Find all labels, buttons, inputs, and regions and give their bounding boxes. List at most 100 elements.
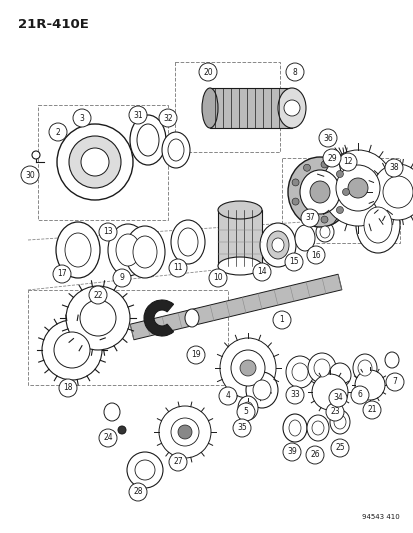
Circle shape (199, 63, 216, 81)
Circle shape (73, 109, 91, 127)
Circle shape (305, 446, 323, 464)
Circle shape (99, 429, 117, 447)
Ellipse shape (384, 352, 398, 368)
Ellipse shape (315, 222, 333, 242)
Ellipse shape (32, 151, 40, 159)
Ellipse shape (178, 425, 192, 439)
Circle shape (218, 387, 236, 405)
Ellipse shape (382, 176, 412, 208)
Circle shape (282, 443, 300, 461)
Circle shape (350, 386, 368, 404)
Ellipse shape (230, 350, 264, 386)
Text: 4: 4 (225, 392, 230, 400)
Text: 30: 30 (25, 171, 35, 180)
Ellipse shape (311, 421, 323, 435)
Text: 10: 10 (213, 273, 222, 282)
Ellipse shape (299, 170, 339, 214)
Ellipse shape (54, 332, 90, 368)
Ellipse shape (171, 418, 199, 446)
Text: 21: 21 (366, 406, 376, 415)
Ellipse shape (127, 452, 163, 488)
Ellipse shape (116, 234, 140, 266)
Circle shape (318, 129, 336, 147)
Text: 15: 15 (289, 257, 298, 266)
Text: 35: 35 (237, 424, 246, 432)
Text: 24: 24 (103, 433, 112, 442)
Text: 12: 12 (342, 157, 352, 166)
Circle shape (99, 223, 117, 241)
Text: 32: 32 (163, 114, 172, 123)
Ellipse shape (266, 231, 288, 259)
Text: 14: 14 (256, 268, 266, 277)
Ellipse shape (81, 148, 109, 176)
Bar (218, 210, 261, 266)
Ellipse shape (104, 403, 120, 421)
Ellipse shape (178, 228, 197, 256)
Ellipse shape (185, 309, 199, 327)
Ellipse shape (240, 360, 255, 376)
Text: 18: 18 (63, 384, 73, 392)
Text: 1: 1 (279, 316, 284, 325)
Ellipse shape (137, 124, 159, 156)
Ellipse shape (309, 181, 329, 203)
Ellipse shape (118, 426, 126, 434)
Text: 38: 38 (388, 164, 398, 173)
Text: 39: 39 (287, 448, 296, 456)
Circle shape (284, 253, 302, 271)
Circle shape (233, 419, 250, 437)
Ellipse shape (311, 374, 347, 410)
Ellipse shape (80, 300, 116, 336)
Circle shape (303, 164, 310, 171)
Circle shape (236, 403, 254, 421)
Circle shape (272, 311, 290, 329)
Bar (209, 88, 291, 128)
Ellipse shape (294, 225, 314, 251)
Ellipse shape (285, 356, 313, 388)
Circle shape (362, 401, 380, 419)
Ellipse shape (355, 197, 399, 253)
Ellipse shape (313, 359, 329, 377)
Text: 6: 6 (357, 391, 361, 400)
Text: 26: 26 (309, 450, 319, 459)
Circle shape (320, 161, 327, 168)
Text: 27: 27 (173, 457, 183, 466)
Circle shape (187, 346, 204, 364)
Ellipse shape (277, 88, 305, 128)
Ellipse shape (168, 139, 183, 161)
Ellipse shape (252, 380, 271, 400)
Text: 25: 25 (335, 443, 344, 453)
Ellipse shape (125, 226, 165, 278)
Text: 13: 13 (103, 228, 112, 237)
Text: 33: 33 (290, 391, 299, 400)
Ellipse shape (328, 363, 350, 387)
Circle shape (291, 198, 298, 205)
Text: 5: 5 (243, 408, 248, 416)
Circle shape (338, 153, 356, 171)
Ellipse shape (130, 115, 166, 165)
Circle shape (169, 259, 187, 277)
Circle shape (330, 439, 348, 457)
Ellipse shape (69, 136, 121, 188)
Ellipse shape (57, 124, 133, 200)
Ellipse shape (333, 415, 345, 429)
Ellipse shape (135, 460, 154, 480)
Ellipse shape (357, 360, 371, 376)
Circle shape (129, 106, 147, 124)
Text: 37: 37 (304, 214, 314, 222)
Ellipse shape (287, 157, 351, 227)
Circle shape (49, 123, 67, 141)
Polygon shape (130, 274, 341, 340)
Circle shape (113, 269, 131, 287)
Ellipse shape (288, 420, 300, 436)
Text: 11: 11 (173, 263, 182, 272)
Ellipse shape (347, 178, 367, 198)
Ellipse shape (282, 414, 306, 442)
Ellipse shape (245, 372, 277, 408)
Ellipse shape (202, 88, 218, 128)
Ellipse shape (133, 236, 157, 268)
Text: 28: 28 (133, 488, 142, 497)
Circle shape (209, 269, 226, 287)
Text: 22: 22 (93, 290, 102, 300)
Text: 19: 19 (191, 351, 200, 359)
Text: 17: 17 (57, 270, 66, 279)
